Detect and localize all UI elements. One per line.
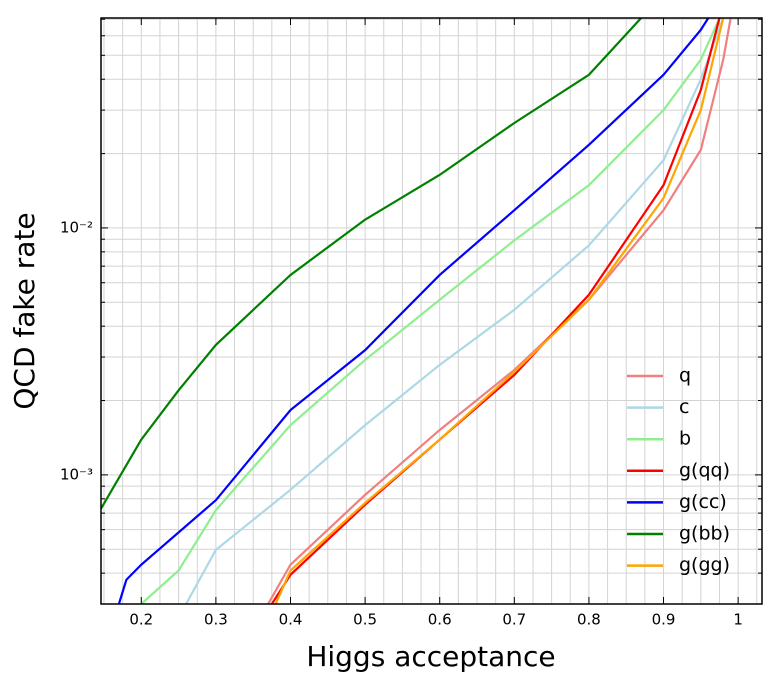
x-tick-label: 0.5 <box>353 611 377 629</box>
plot-lines <box>101 18 732 604</box>
x-tick-label: 0.3 <box>204 611 228 629</box>
x-tick-label: 0.8 <box>577 611 601 629</box>
x-tick-label: 0.7 <box>502 611 526 629</box>
axes: 0.2 0.3 0.4 0.5 0.6 0.7 0.8 0.9 1 10⁻³ 10⁻² qcb g(qq… <box>60 18 762 629</box>
x-tick-label: 0.6 <box>428 611 452 629</box>
plot-frame <box>100 17 763 605</box>
legend-label: b <box>679 428 691 450</box>
series-line <box>101 18 642 510</box>
y-tick-label: 10⁻² <box>60 218 93 236</box>
legend-label: g(qq) <box>679 459 730 481</box>
legend-label: g(bb) <box>679 523 730 545</box>
y-tick-label: 10⁻³ <box>60 465 93 483</box>
series-line <box>270 18 721 604</box>
legend-label: q <box>679 365 691 387</box>
x-axis-label: Higgs acceptance <box>306 640 555 673</box>
x-tick-label: 0.9 <box>652 611 676 629</box>
series-line <box>267 18 732 604</box>
legend-label: c <box>679 396 689 418</box>
legend-label: g(gg) <box>679 554 730 576</box>
series-line <box>117 18 710 604</box>
series-line <box>185 18 725 604</box>
x-tick-label: 0.4 <box>279 611 303 629</box>
x-tick-label: 0.2 <box>129 611 153 629</box>
grid <box>101 18 762 604</box>
x-tick-label: 1 <box>733 611 743 629</box>
y-axis-label: QCD fake rate <box>8 212 41 409</box>
series-line <box>140 18 721 604</box>
series-line <box>274 18 725 604</box>
legend-label: g(cc) <box>679 491 727 513</box>
